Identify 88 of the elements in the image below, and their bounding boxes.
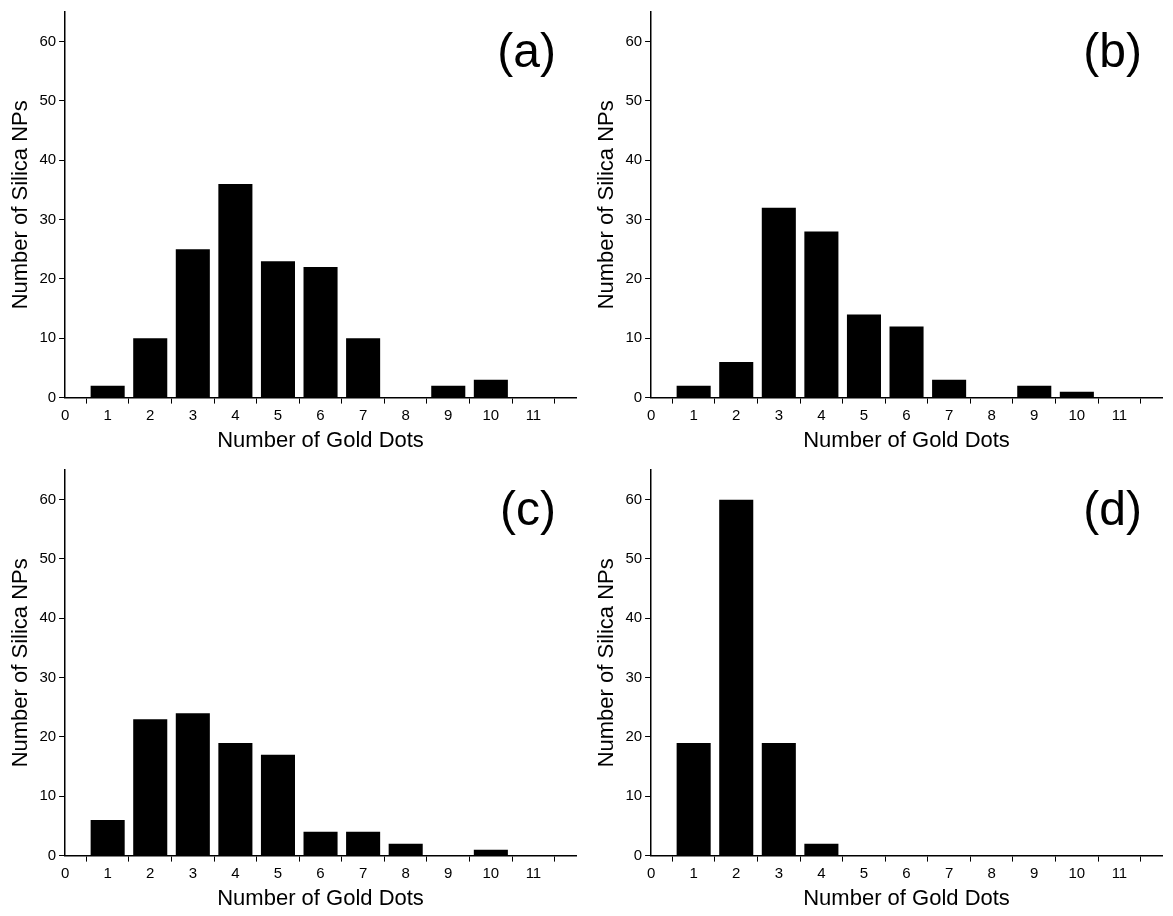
x-tick-label: 4 <box>817 405 826 423</box>
y-tick-label: 0 <box>47 845 57 863</box>
x-tick-label: 6 <box>902 863 911 881</box>
x-tick-label: 1 <box>103 863 112 881</box>
y-axis-title: Number of Silica NPs <box>593 100 619 310</box>
y-tick-label: 0 <box>633 845 643 863</box>
x-tick-label: 2 <box>732 405 741 423</box>
x-tick-label: 2 <box>146 863 155 881</box>
annotation: (a) <box>497 24 556 78</box>
y-tick-label: 60 <box>39 489 57 507</box>
x-tick-label: 0 <box>646 405 656 423</box>
y-tick-label: 60 <box>625 489 643 507</box>
y-tick-label: 40 <box>39 608 57 626</box>
y-tick-label: 10 <box>625 328 643 346</box>
y-tick-label: 20 <box>39 269 57 287</box>
x-tick-label: 0 <box>60 405 70 423</box>
x-tick-label: 1 <box>103 405 112 423</box>
x-tick-label: 8 <box>401 863 410 881</box>
y-tick-label: 60 <box>39 31 57 49</box>
y-tick-label: 40 <box>625 150 643 168</box>
x-axis-title: Number of Gold Dots <box>217 884 424 910</box>
y-tick-label: 40 <box>625 608 643 626</box>
x-tick-label: 7 <box>944 405 954 423</box>
x-tick-label: 11 <box>1111 405 1128 423</box>
y-tick-label: 50 <box>625 549 643 567</box>
y-tick-label: 20 <box>39 727 57 745</box>
x-tick-label: 5 <box>859 405 869 423</box>
x-tick-label: 3 <box>188 863 197 881</box>
x-tick-label: 5 <box>273 405 283 423</box>
y-tick-label: 30 <box>625 667 643 685</box>
x-tick-label: 7 <box>944 863 954 881</box>
x-tick-label: 2 <box>146 405 155 423</box>
x-tick-label: 10 <box>482 863 500 881</box>
x-tick-label: 1 <box>689 863 698 881</box>
x-tick-label: 8 <box>987 863 996 881</box>
x-tick-label: 9 <box>444 863 453 881</box>
y-tick-label: 20 <box>625 269 643 287</box>
x-tick-label: 6 <box>316 863 325 881</box>
y-axis-title: Number of Silica NPs <box>7 558 33 768</box>
y-axis-title: Number of Silica NPs <box>593 558 619 768</box>
x-tick-label: 11 <box>525 405 542 423</box>
x-tick-label: 7 <box>358 863 368 881</box>
annotation: (c) <box>500 482 556 536</box>
x-axis-title: Number of Gold Dots <box>803 884 1010 910</box>
x-axis-title: Number of Gold Dots <box>803 426 1010 452</box>
x-tick-label: 9 <box>444 405 453 423</box>
x-tick-label: 0 <box>646 863 656 881</box>
y-tick-label: 30 <box>39 667 57 685</box>
x-tick-label: 6 <box>902 405 911 423</box>
x-tick-label: 11 <box>1111 863 1128 881</box>
y-tick-label: 20 <box>625 727 643 745</box>
x-tick-label: 4 <box>231 405 240 423</box>
x-tick-label: 0 <box>60 863 70 881</box>
x-tick-label: 3 <box>774 405 783 423</box>
x-tick-label: 4 <box>231 863 240 881</box>
y-tick-label: 40 <box>39 150 57 168</box>
x-tick-label: 10 <box>482 405 500 423</box>
y-tick-label: 50 <box>39 91 57 109</box>
x-tick-label: 1 <box>689 405 698 423</box>
x-tick-label: 8 <box>401 405 410 423</box>
y-tick-label: 10 <box>39 328 57 346</box>
annotation: (b) <box>1083 24 1142 78</box>
x-tick-label: 8 <box>987 405 996 423</box>
x-tick-label: 4 <box>817 863 826 881</box>
y-tick-label: 10 <box>39 786 57 804</box>
x-tick-label: 7 <box>358 405 368 423</box>
y-tick-label: 50 <box>625 91 643 109</box>
x-tick-label: 9 <box>1030 405 1039 423</box>
y-tick-label: 0 <box>47 387 57 405</box>
y-axis-title: Number of Silica NPs <box>7 100 33 310</box>
x-tick-label: 3 <box>774 863 783 881</box>
x-tick-label: 2 <box>732 863 741 881</box>
y-tick-label: 10 <box>625 786 643 804</box>
y-tick-label: 0 <box>633 387 643 405</box>
x-tick-label: 9 <box>1030 863 1039 881</box>
y-tick-label: 30 <box>625 209 643 227</box>
x-axis-title: Number of Gold Dots <box>217 426 424 452</box>
x-tick-label: 3 <box>188 405 197 423</box>
x-tick-label: 5 <box>859 863 869 881</box>
y-tick-label: 30 <box>39 209 57 227</box>
x-tick-label: 6 <box>316 405 325 423</box>
annotation: (d) <box>1083 482 1142 536</box>
x-tick-label: 5 <box>273 863 283 881</box>
x-tick-label: 10 <box>1068 863 1086 881</box>
y-tick-label: 50 <box>39 549 57 567</box>
y-tick-label: 60 <box>625 31 643 49</box>
x-tick-label: 11 <box>525 863 542 881</box>
x-tick-label: 10 <box>1068 405 1086 423</box>
